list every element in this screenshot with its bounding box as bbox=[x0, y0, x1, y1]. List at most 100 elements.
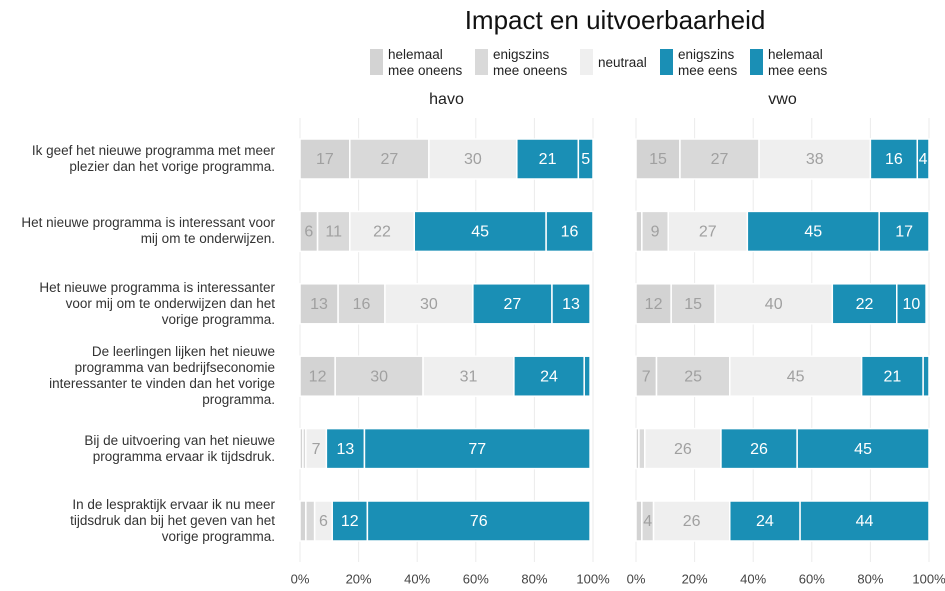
bar-segment bbox=[916, 138, 930, 180]
data-label: 21 bbox=[539, 151, 557, 168]
legend-label: enigszins mee eens bbox=[678, 47, 738, 78]
bar-segment bbox=[667, 210, 749, 253]
data-label: 76 bbox=[470, 513, 488, 530]
data-label: 30 bbox=[420, 296, 438, 313]
data-label: 22 bbox=[856, 296, 874, 313]
data-label: 27 bbox=[711, 151, 729, 168]
bar-segment bbox=[337, 283, 386, 325]
data-label: 13 bbox=[310, 296, 328, 313]
x-tick-label: 20% bbox=[682, 571, 708, 586]
bar-segment bbox=[299, 500, 307, 542]
bar-segment bbox=[635, 283, 672, 325]
x-tick-label: 60% bbox=[463, 571, 489, 586]
bar-segment bbox=[799, 500, 930, 542]
x-tick-label: 100% bbox=[912, 571, 945, 586]
bar-segment bbox=[714, 283, 834, 325]
bar-segment bbox=[583, 355, 591, 397]
data-label: 7 bbox=[312, 441, 321, 458]
data-label: 16 bbox=[353, 296, 371, 313]
chart-title: Impact en uitvoerbaarheid bbox=[465, 5, 766, 35]
data-label: 21 bbox=[883, 368, 901, 385]
data-label: 17 bbox=[316, 151, 334, 168]
legend-label: helemaal mee oneens bbox=[388, 47, 463, 78]
bar-segment bbox=[299, 283, 339, 325]
bar-segment bbox=[384, 283, 474, 325]
category-label: Ik geef het nieuwe programma met meer pl… bbox=[31, 143, 275, 174]
bar-segment bbox=[472, 283, 553, 325]
x-tick-label: 80% bbox=[521, 571, 547, 586]
bar-segment bbox=[551, 283, 591, 325]
data-label: 30 bbox=[464, 151, 482, 168]
legend-swatch bbox=[660, 49, 673, 75]
data-label: 12 bbox=[645, 296, 663, 313]
category-label: Het nieuwe programma is interessanter vo… bbox=[39, 279, 275, 327]
legend-swatch bbox=[580, 49, 593, 75]
x-tick-label: 0% bbox=[627, 571, 646, 586]
bar-segment bbox=[878, 210, 930, 253]
legend-swatch bbox=[475, 49, 488, 75]
data-label: 27 bbox=[699, 224, 717, 241]
data-label: 31 bbox=[460, 368, 478, 385]
bar-segment bbox=[305, 500, 316, 542]
data-label: 5 bbox=[581, 151, 590, 168]
category-label: In de lespraktijk ervaar ik nu meer tijd… bbox=[70, 497, 275, 544]
data-label: 26 bbox=[750, 441, 768, 458]
data-label: 11 bbox=[325, 224, 342, 241]
legend-label: enigszins mee oneens bbox=[493, 47, 568, 78]
category-label: Het nieuwe programma is interessant voor… bbox=[21, 215, 275, 247]
bar-segment bbox=[860, 355, 924, 397]
bar-segment bbox=[896, 283, 927, 325]
bar-segment bbox=[746, 210, 880, 253]
bar-segment bbox=[545, 210, 594, 253]
bar-segment bbox=[428, 138, 518, 180]
data-label: 15 bbox=[684, 296, 702, 313]
panel-title: vwo bbox=[768, 91, 797, 108]
bar-segment bbox=[635, 138, 681, 180]
bar-segment bbox=[641, 210, 669, 253]
bar-segment bbox=[831, 283, 898, 325]
x-tick-label: 100% bbox=[576, 571, 610, 586]
bar-segment bbox=[729, 500, 801, 542]
data-label: 24 bbox=[540, 368, 558, 385]
bar-segment bbox=[349, 210, 416, 253]
data-label: 38 bbox=[806, 151, 824, 168]
legend-swatch bbox=[370, 49, 383, 75]
data-label: 27 bbox=[380, 151, 398, 168]
data-label: 77 bbox=[468, 441, 486, 458]
data-label: 12 bbox=[309, 368, 327, 385]
data-label: 13 bbox=[337, 441, 355, 458]
bar-segment bbox=[413, 210, 547, 253]
panel-title: havo bbox=[429, 91, 464, 108]
data-label: 22 bbox=[373, 224, 391, 241]
bar-segment bbox=[796, 427, 930, 470]
x-tick-label: 60% bbox=[799, 571, 825, 586]
bar-segment bbox=[638, 427, 646, 470]
x-tick-label: 40% bbox=[740, 571, 766, 586]
data-label: 24 bbox=[756, 513, 774, 530]
data-label: 45 bbox=[787, 368, 805, 385]
bar-segment bbox=[513, 355, 585, 397]
x-tick-label: 0% bbox=[291, 571, 310, 586]
legend-label: neutraal bbox=[598, 55, 647, 70]
data-label: 6 bbox=[319, 513, 328, 530]
bar-segment bbox=[366, 500, 591, 542]
x-tick-label: 40% bbox=[404, 571, 430, 586]
data-label: 30 bbox=[370, 368, 388, 385]
data-label: 40 bbox=[765, 296, 783, 313]
bar-segment bbox=[635, 210, 643, 253]
bar-segment bbox=[652, 500, 731, 542]
data-label: 27 bbox=[504, 296, 522, 313]
data-label: 16 bbox=[561, 224, 579, 241]
x-tick-label: 20% bbox=[346, 571, 372, 586]
data-label: 12 bbox=[341, 513, 359, 530]
bar-segment bbox=[869, 138, 919, 180]
category-label: De leerlingen lijken het nieuwe programm… bbox=[49, 344, 275, 408]
data-label: 26 bbox=[674, 441, 692, 458]
x-tick-label: 80% bbox=[857, 571, 883, 586]
data-label: 45 bbox=[854, 441, 872, 458]
bar-segment bbox=[363, 427, 591, 470]
bar-segment bbox=[577, 138, 594, 180]
data-label: 7 bbox=[642, 368, 651, 385]
bar-segment bbox=[922, 355, 930, 397]
legend-swatch bbox=[750, 49, 763, 75]
